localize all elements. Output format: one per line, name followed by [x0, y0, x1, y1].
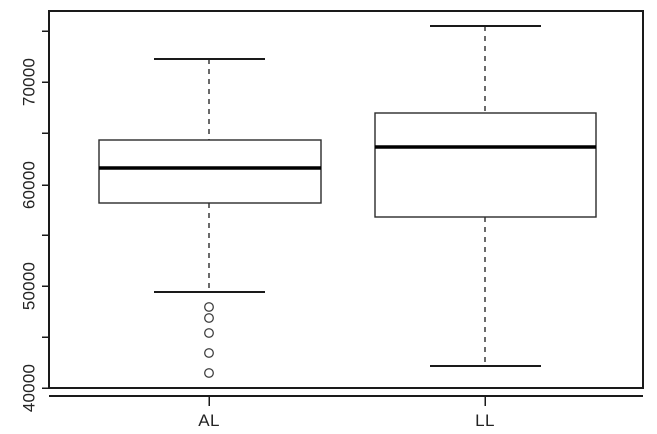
- y-axis-label-50000: 50000: [19, 262, 38, 310]
- outlier-al-2: [204, 313, 214, 323]
- box-al: [98, 139, 322, 204]
- y-axis-label-40000: 40000: [19, 364, 38, 412]
- outlier-al-4: [204, 348, 214, 358]
- y-axis-label-70000: 70000: [19, 58, 38, 106]
- x-axis: AL LL: [49, 395, 643, 430]
- outlier-al-3: [204, 328, 214, 338]
- box-group-al: [98, 58, 322, 378]
- y-axis-label-60000: 60000: [19, 161, 38, 209]
- plot-frame: [48, 10, 644, 389]
- x-axis-label-ll: LL: [475, 411, 495, 430]
- x-axis-label-al: AL: [198, 411, 220, 430]
- outlier-al-5: [204, 368, 214, 378]
- box-group-ll: [374, 25, 597, 367]
- box-ll: [374, 112, 597, 218]
- y-axis-labels: 70000 60000 50000 40000: [19, 58, 38, 412]
- outlier-al-1: [204, 302, 214, 312]
- y-axis-ticks: [42, 30, 49, 389]
